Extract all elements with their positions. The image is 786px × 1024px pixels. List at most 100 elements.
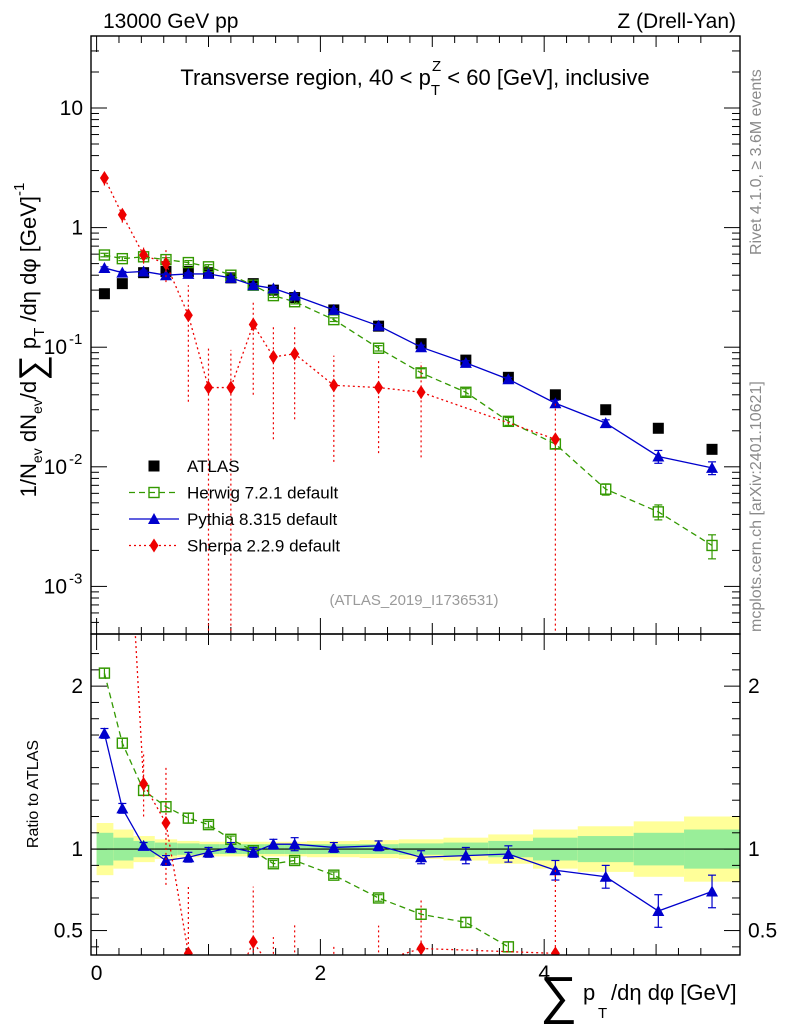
ratio-herwig-point — [98, 667, 111, 679]
pythia-point — [706, 461, 719, 473]
ratio-ytick-label-right: 2 — [748, 675, 760, 698]
svg-text:/dη dφ [GeV]: /dη dφ [GeV] — [611, 980, 737, 1005]
pythia-point — [459, 356, 472, 368]
ratio-sherpa-line — [134, 634, 556, 955]
ratio-sherpa-point — [161, 816, 171, 831]
svg-text:1/Nev dNev/d∑ pT /dη dφ [GeV]: 1/Nev dNev/d∑ pT /dη dφ [GeV]-1 — [11, 183, 52, 498]
ratio-herwig-point — [160, 801, 172, 813]
header-right: Z (Drell-Yan) — [617, 10, 736, 33]
ratio-frame — [90, 633, 741, 956]
ratio-sherpa-point — [204, 987, 213, 1001]
ratio-ytick-label: 1 — [71, 838, 83, 861]
pythia-point — [247, 279, 260, 291]
ratio-herwig-line — [103, 672, 509, 948]
main-ytick-label: 10 — [44, 456, 67, 479]
xlabel: ∑ p T /dη dφ [GeV] — [540, 967, 737, 1024]
ratio-pythia-point — [288, 838, 301, 850]
main-title: Transverse region, 40 < pTZ < 60 [GeV], … — [180, 58, 649, 99]
rivet-version-label: Rivet 4.1.0, ≥ 3.6M events — [748, 69, 765, 255]
ratio-pythia-point — [267, 838, 280, 850]
legend-item-pythia: Pythia 8.315 default — [129, 510, 338, 529]
atlas-point — [652, 422, 664, 434]
ratio-herwig-point — [502, 941, 515, 953]
pythia-point — [224, 271, 237, 283]
ratio-sherpa-point — [226, 985, 235, 999]
sherpa-point — [268, 349, 278, 364]
main-plot-area — [98, 170, 719, 634]
main-ytick-label: 10 — [60, 97, 83, 120]
pythia-point — [549, 397, 562, 409]
legend-label: Sherpa 2.2.9 default — [187, 537, 340, 556]
series-atlas — [98, 265, 718, 455]
sherpa-point — [374, 380, 384, 395]
herwig-point — [116, 252, 129, 265]
ratio-herwig-point — [182, 812, 195, 824]
xtick-label: 4 — [538, 962, 550, 985]
xtick-label: 2 — [315, 962, 327, 985]
herwig-point — [182, 256, 195, 269]
analysis-id-label: (ATLAS_2019_I1736531) — [329, 592, 498, 609]
ratio-pythia-point — [372, 839, 385, 851]
ratio-pythia-point — [549, 864, 562, 876]
atlas-point — [600, 404, 612, 416]
pythia-point — [137, 265, 150, 277]
svg-text:T: T — [598, 1005, 607, 1022]
herwig-point — [98, 249, 111, 261]
ratio-pythia-point — [182, 851, 195, 863]
ratio-sherpa-point — [416, 941, 426, 955]
ratio-plot-area — [98, 634, 719, 1001]
sherpa-point — [290, 346, 300, 361]
herwig-point — [600, 483, 612, 495]
series-sherpa — [99, 170, 560, 634]
pythia-point — [372, 319, 385, 331]
ratio-panel: 2 2 1 1 0.5 0.5 0 2 4 Ratio to ATLAS ∑ p T /dη d… — [25, 633, 777, 1024]
svg-text:∑: ∑ — [540, 967, 577, 1024]
ratio-ytick-label-right: 0.5 — [748, 920, 777, 943]
atlas-point — [706, 443, 718, 455]
ratio-pythia-point — [459, 849, 472, 861]
pythia-point — [182, 267, 195, 279]
legend-marker — [149, 538, 159, 553]
ratio-pythia-point — [116, 802, 129, 814]
sherpa-line — [103, 177, 556, 440]
atlas-point — [98, 288, 110, 300]
sherpa-point — [139, 248, 149, 263]
ratio-pythia-point — [137, 839, 150, 851]
ratio-herwig-point — [202, 818, 215, 831]
sherpa-point — [416, 385, 426, 400]
herwig-point — [415, 367, 427, 379]
herwig-point — [706, 539, 718, 552]
sherpa-point — [248, 317, 258, 332]
sherpa-point — [183, 308, 193, 323]
ratio-herwig-point — [116, 737, 129, 749]
legend-label: Herwig 7.2.1 default — [187, 484, 338, 503]
ratio-pythia-point — [159, 854, 172, 866]
main-ytick-label: 1 — [71, 217, 83, 240]
ratio-herwig-point — [288, 854, 301, 867]
xtick-label: 0 — [91, 962, 103, 985]
pythia-point — [502, 373, 515, 385]
ratio-pythia-point — [706, 885, 719, 897]
ratio-series-herwig — [98, 667, 515, 953]
herwig-point — [460, 386, 472, 398]
ratio-series-sherpa — [134, 634, 560, 1001]
ratio-herwig-point — [415, 908, 427, 920]
ratio-pythia-point — [247, 846, 260, 858]
atlas-point — [116, 278, 128, 290]
pythia-point — [202, 267, 215, 279]
pythia-point — [159, 269, 172, 281]
ratio-sherpa-point — [183, 946, 193, 955]
ratio-axis-ticks: 2 2 1 1 0.5 0.5 0 2 4 — [54, 634, 777, 985]
ratio-sherpa-point — [139, 776, 149, 791]
legend-label: ATLAS — [187, 457, 240, 476]
pythia-line — [104, 267, 713, 469]
ratio-herwig-point — [267, 858, 280, 870]
pythia-point — [98, 261, 111, 273]
ratio-pythia-point — [327, 841, 340, 853]
ratio-pythia-point — [98, 727, 111, 739]
legend-label: Pythia 8.315 default — [187, 510, 338, 529]
ratio-pythia-point — [224, 841, 237, 853]
atlas-point — [549, 389, 561, 401]
